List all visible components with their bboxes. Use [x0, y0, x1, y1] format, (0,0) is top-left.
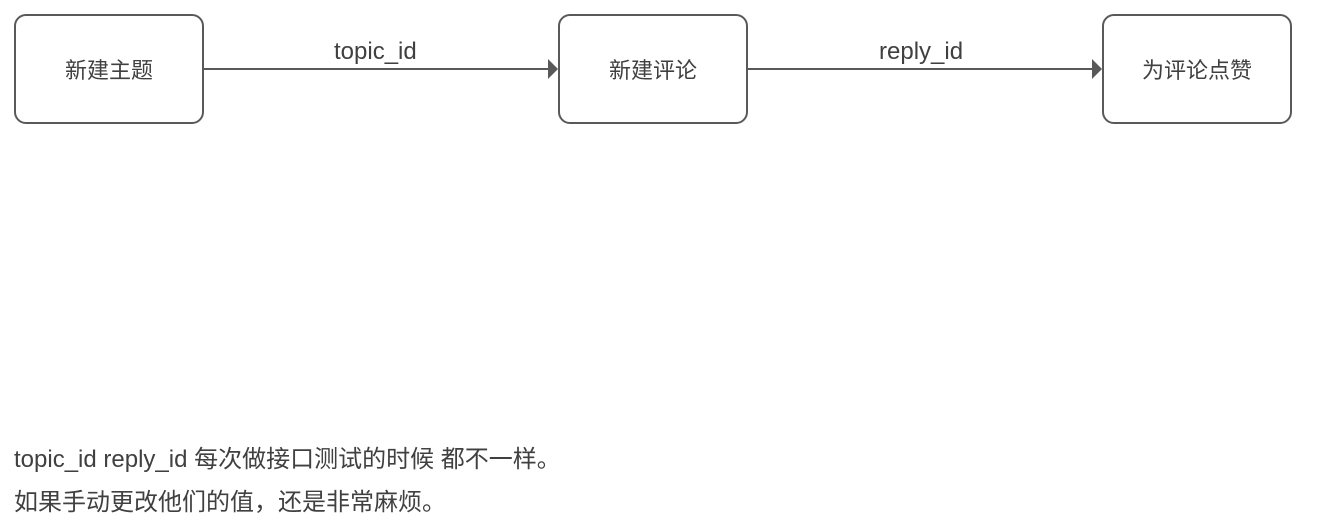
flow-node-like-comment: 为评论点赞 — [1102, 14, 1292, 124]
flow-node-label: 新建评论 — [609, 53, 697, 85]
flowchart-container: 新建主题 新建评论 为评论点赞 topic_id reply_id topic_… — [0, 0, 1339, 522]
flow-edge-arrowhead — [548, 59, 558, 79]
caption-line: topic_id reply_id 每次做接口测试的时候 都不一样。 — [14, 438, 561, 481]
caption-line: 如果手动更改他们的值，还是非常麻烦。 — [14, 481, 561, 524]
flow-edge-arrowhead — [1092, 59, 1102, 79]
flow-edge-label: topic_id — [330, 38, 421, 66]
flow-node-create-topic: 新建主题 — [14, 14, 204, 124]
flow-edge-line — [748, 68, 1092, 70]
flow-node-label: 为评论点赞 — [1142, 53, 1252, 85]
diagram-caption: topic_id reply_id 每次做接口测试的时候 都不一样。 如果手动更… — [14, 438, 561, 524]
flow-node-create-comment: 新建评论 — [558, 14, 748, 124]
flow-edge-label: reply_id — [875, 38, 967, 66]
flow-node-label: 新建主题 — [65, 53, 153, 85]
flow-edge-line — [204, 68, 548, 70]
